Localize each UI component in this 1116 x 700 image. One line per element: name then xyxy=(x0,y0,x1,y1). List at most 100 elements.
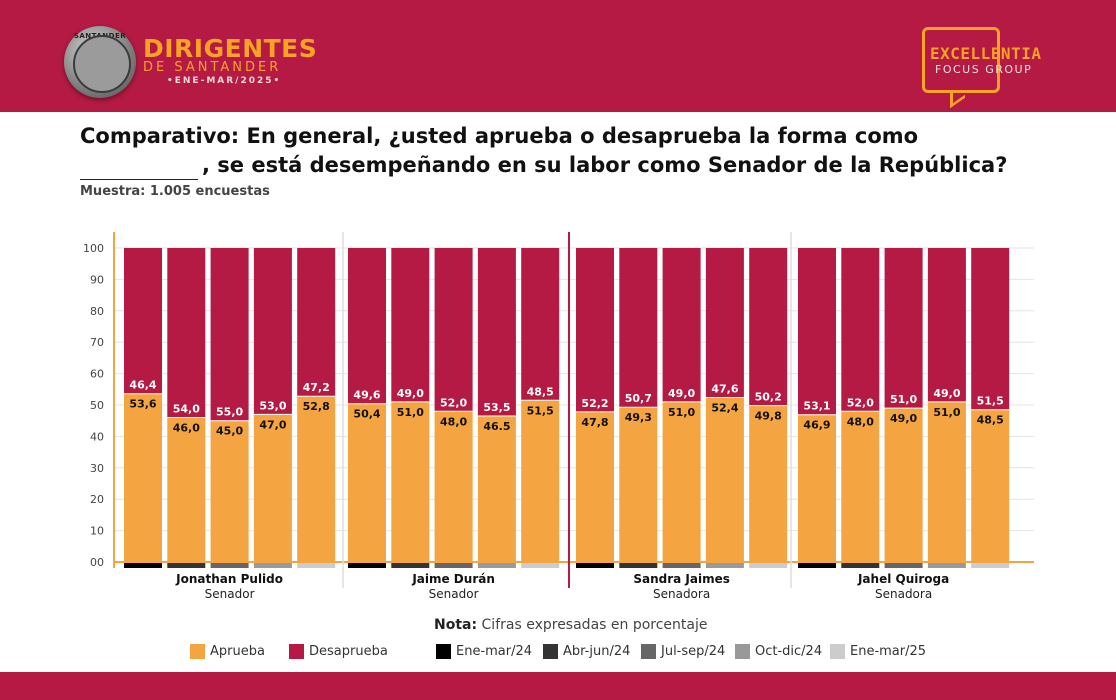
data-label-disapprove: 52,0 xyxy=(847,396,874,409)
data-label-approve: 52,8 xyxy=(303,400,330,413)
bar-disapprove xyxy=(391,248,430,402)
group-role: Senadora xyxy=(875,587,932,601)
period-marker xyxy=(884,563,923,568)
bar-approve xyxy=(619,407,658,562)
legend-period-5: Ene-mar/25 xyxy=(830,642,926,660)
period-marker xyxy=(348,563,386,568)
bar-disapprove xyxy=(971,248,1010,410)
data-label-approve: 48,0 xyxy=(847,415,874,428)
bar-approve xyxy=(124,393,162,562)
header-band xyxy=(0,0,1116,112)
data-label-approve: 48,5 xyxy=(977,414,1004,427)
bar-disapprove xyxy=(576,248,614,412)
data-label-disapprove: 48,5 xyxy=(527,385,554,398)
note: Nota: Cifras expresadas en porcentaje xyxy=(434,617,707,633)
period-marker xyxy=(477,563,516,568)
bar-disapprove xyxy=(749,248,788,406)
data-label-approve: 49,8 xyxy=(755,410,782,423)
data-label-disapprove: 49,0 xyxy=(668,387,695,400)
data-label-disapprove: 50,7 xyxy=(625,392,652,405)
data-label-disapprove: 53,1 xyxy=(803,400,830,413)
legend-period-2-swatch xyxy=(543,643,558,659)
bar-approve xyxy=(297,396,336,562)
legend-period-4: Oct-dic/24 xyxy=(735,642,822,660)
group-name: Jonathan Pulido xyxy=(175,572,283,586)
y-tick-label: 20 xyxy=(90,493,104,506)
legend-period-4-label: Oct-dic/24 xyxy=(755,643,823,659)
group-role: Senadora xyxy=(653,587,710,601)
y-tick-label: 70 xyxy=(90,336,104,349)
y-tick-label: 10 xyxy=(90,525,104,538)
data-label-approve: 53,6 xyxy=(129,398,156,411)
y-tick-label: 00 xyxy=(90,556,104,569)
group-role: Senador xyxy=(205,587,255,601)
bar-disapprove xyxy=(798,248,836,415)
excellentia-logo xyxy=(922,27,1000,93)
legend-approve-swatch xyxy=(190,643,205,659)
bar-approve xyxy=(971,409,1010,562)
data-label-disapprove: 55,0 xyxy=(216,406,243,419)
data-label-disapprove: 50,2 xyxy=(755,391,782,404)
bar-approve xyxy=(391,401,430,562)
bar-approve xyxy=(348,403,386,562)
bar-disapprove xyxy=(477,248,516,416)
y-tick-label: 30 xyxy=(90,462,104,475)
bar-disapprove xyxy=(927,248,966,402)
bar-disapprove xyxy=(521,248,560,401)
bar-disapprove xyxy=(884,248,923,409)
period-marker xyxy=(391,563,430,568)
bar-approve xyxy=(798,414,836,562)
question-title: Comparativo: En general, ¿usted aprueba … xyxy=(80,122,1080,180)
bar-disapprove xyxy=(662,248,701,402)
data-label-disapprove: 51,5 xyxy=(977,395,1004,408)
data-label-disapprove: 53,5 xyxy=(483,401,510,414)
period-marker xyxy=(253,563,292,568)
bar-approve xyxy=(841,411,880,562)
legend-approve-label: Aprueba xyxy=(210,643,265,659)
data-label-approve: 51,5 xyxy=(527,404,554,417)
data-label-approve: 50,4 xyxy=(353,408,380,421)
period-marker xyxy=(434,563,473,568)
santander-seal-logo: SANTANDER xyxy=(64,26,136,98)
bar-approve xyxy=(705,397,744,562)
period-marker xyxy=(927,563,966,568)
data-label-disapprove: 49,0 xyxy=(933,387,960,400)
data-label-approve: 46,9 xyxy=(803,419,830,432)
group-name: Sandra Jaimes xyxy=(633,572,730,586)
data-label-disapprove: 51,0 xyxy=(890,393,917,406)
brand-subtitle: DE SANTANDER xyxy=(143,60,282,75)
period-marker xyxy=(662,563,701,568)
bar-disapprove xyxy=(619,248,658,408)
question-line2-wrap: , se está desempeñando en su labor como … xyxy=(80,151,1080,180)
group-name: Jaime Durán xyxy=(411,572,495,586)
legend-period-1: Ene-mar/24 xyxy=(436,642,532,660)
data-label-disapprove: 54,0 xyxy=(173,403,200,416)
legend-disapprove-swatch xyxy=(289,643,304,659)
bar-disapprove xyxy=(167,248,206,418)
legend-period-4-swatch xyxy=(735,643,750,659)
period-marker xyxy=(798,563,836,568)
period-marker xyxy=(521,563,560,568)
y-tick-label: 90 xyxy=(90,273,104,286)
data-label-disapprove: 53,0 xyxy=(259,399,286,412)
period-marker xyxy=(619,563,658,568)
data-label-approve: 51,0 xyxy=(668,406,695,419)
footer-band xyxy=(0,672,1116,700)
period-marker xyxy=(705,563,744,568)
bar-disapprove xyxy=(124,248,162,394)
bar-disapprove xyxy=(253,248,292,415)
legend-period-3-label: Jul-sep/24 xyxy=(661,643,726,659)
data-label-approve: 47,8 xyxy=(581,416,608,429)
note-text: Cifras expresadas en porcentaje xyxy=(481,617,708,633)
legend-period-5-swatch xyxy=(830,643,845,659)
bar-approve xyxy=(210,420,249,562)
data-label-approve: 46.5 xyxy=(483,420,510,433)
data-label-disapprove: 49,0 xyxy=(397,387,424,400)
legend-period-3-swatch xyxy=(641,643,656,659)
data-label-approve: 47,0 xyxy=(259,418,286,431)
bar-approve xyxy=(477,415,516,562)
data-label-approve: 48,0 xyxy=(440,415,467,428)
period-marker xyxy=(841,563,880,568)
data-label-disapprove: 46,4 xyxy=(129,379,156,392)
data-label-disapprove: 47,6 xyxy=(711,382,738,395)
